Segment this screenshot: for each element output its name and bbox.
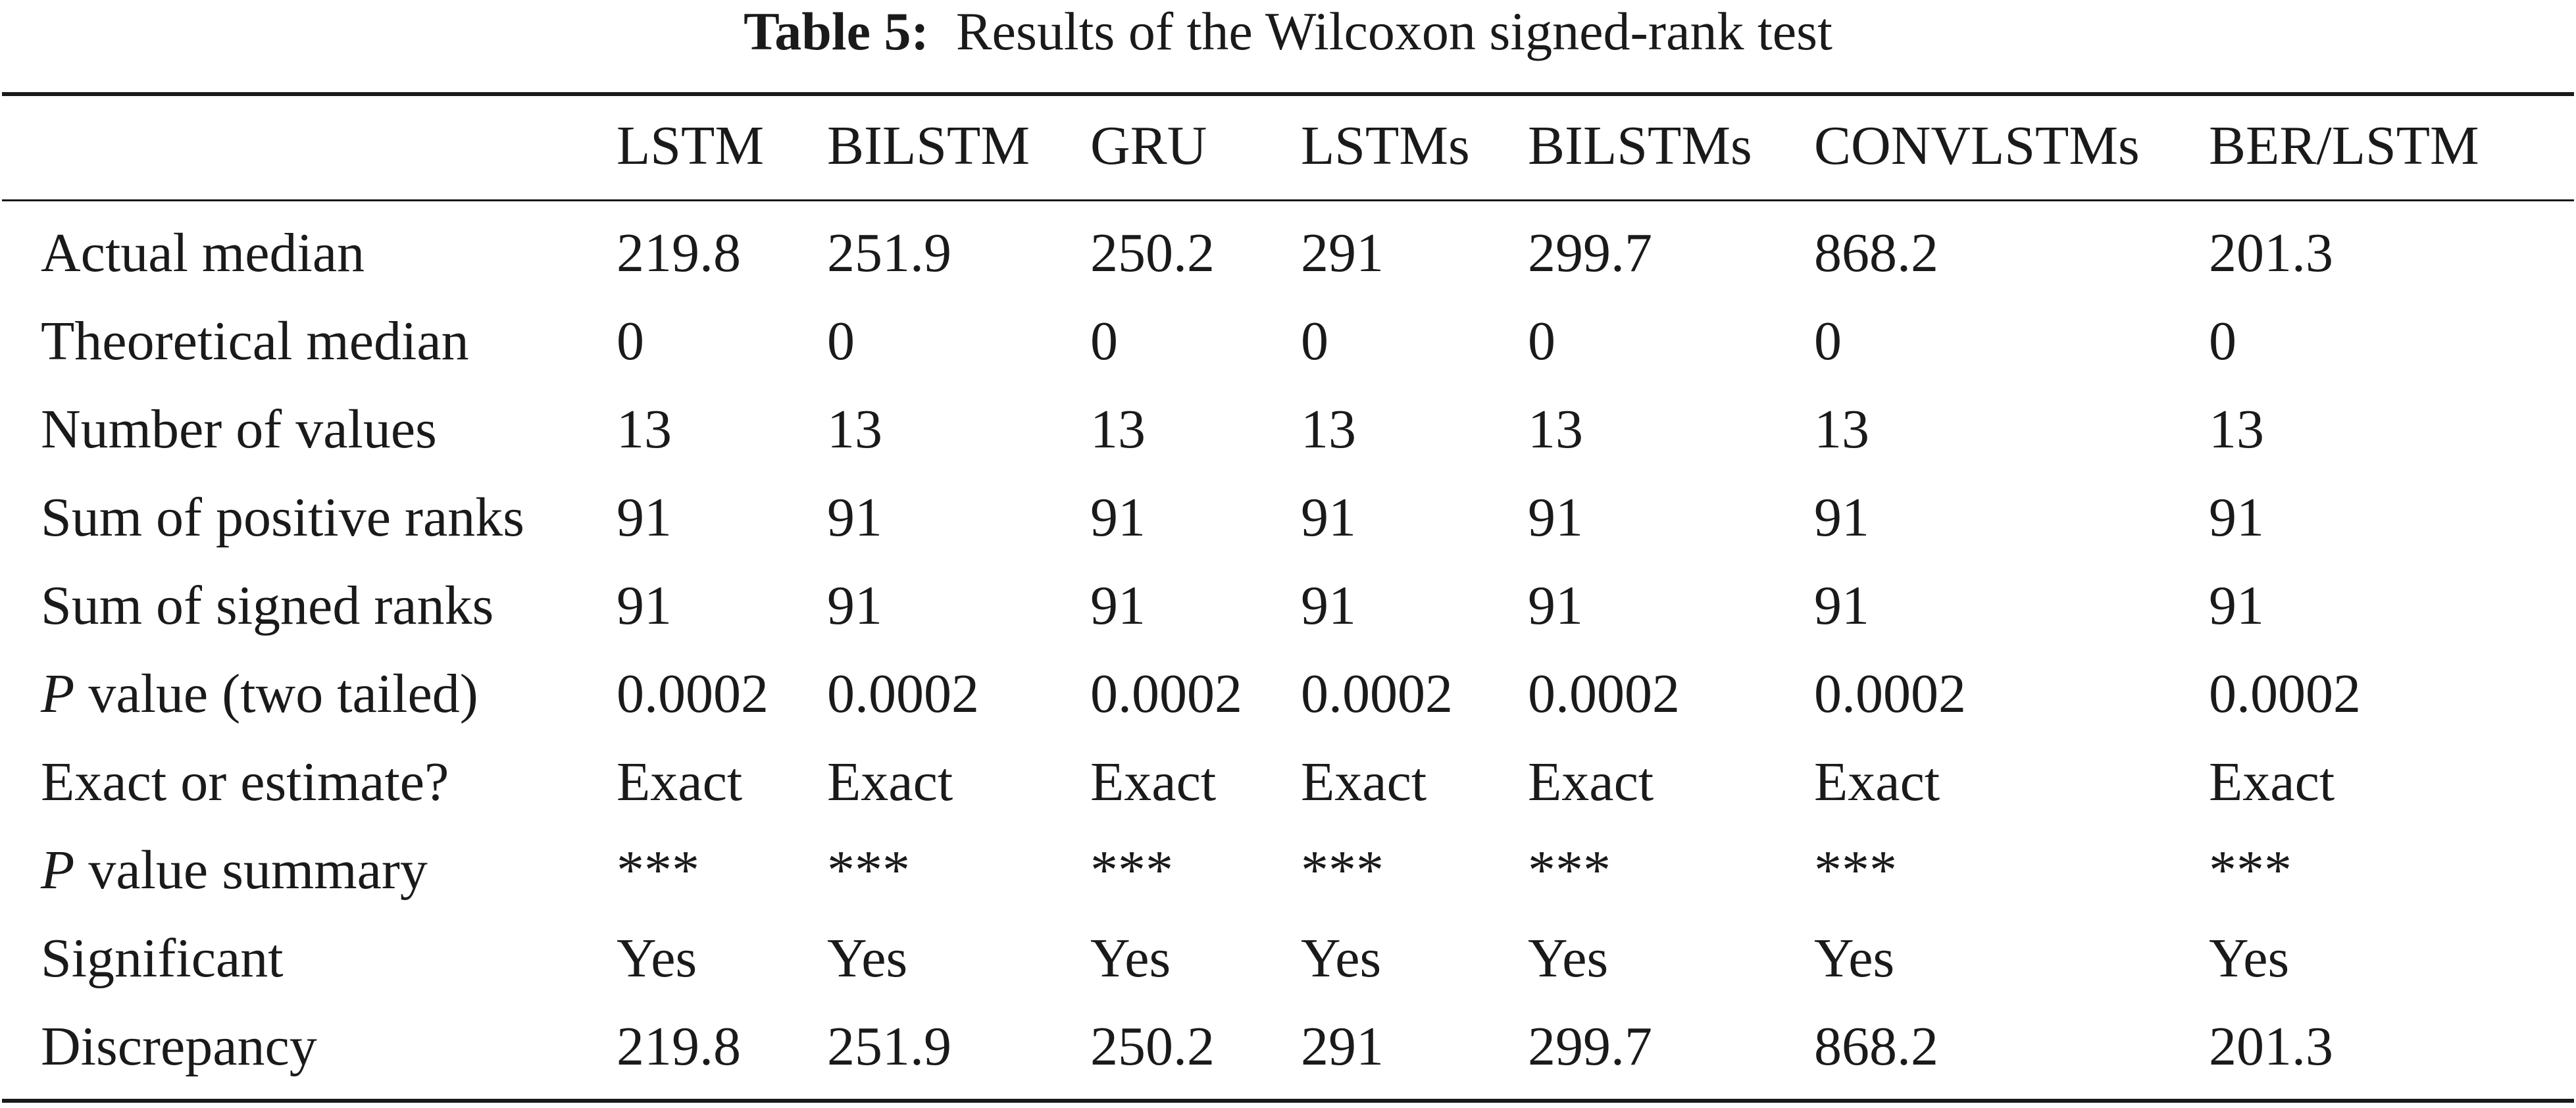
- table-cell: Exact: [827, 751, 953, 813]
- row-label-rest: value summary: [74, 840, 428, 901]
- table-header-rule: [2, 199, 2574, 201]
- table-cell: ***: [1814, 840, 1897, 901]
- table-cell: 13: [1301, 399, 1356, 460]
- table-cell: 0: [1090, 311, 1118, 372]
- table-cell: 0.0002: [1814, 663, 1966, 724]
- table-cell: 91: [1090, 575, 1146, 636]
- column-header: CONVLSTMs: [1814, 115, 2140, 176]
- table-cell: 13: [1528, 399, 1583, 460]
- table-cell: 219.8: [617, 1016, 741, 1077]
- table-cell: 0: [617, 311, 644, 372]
- table-cell: 0: [1814, 311, 1842, 372]
- table-cell: 0: [827, 311, 855, 372]
- table-cell: Yes: [827, 928, 908, 989]
- table-cell: 201.3: [2209, 1016, 2333, 1077]
- column-header: BILSTMs: [1528, 115, 1752, 176]
- table-cell: 91: [1528, 487, 1583, 548]
- table-cell: 299.7: [1528, 1016, 1652, 1077]
- table-cell: 91: [1814, 487, 1869, 548]
- table-cell: 0: [2209, 311, 2236, 372]
- table-cell: 91: [2209, 575, 2264, 636]
- table-cell: 91: [1528, 575, 1583, 636]
- row-label: Actual median: [41, 222, 365, 284]
- table-cell: Yes: [617, 928, 697, 989]
- table-cell: 291: [1301, 1016, 1384, 1077]
- column-header: GRU: [1090, 115, 1207, 176]
- table-caption-text: Results of the Wilcoxon signed-rank test: [955, 1, 1832, 61]
- table-cell: Yes: [2209, 928, 2290, 989]
- column-header: BILSTM: [827, 115, 1030, 176]
- row-label: Sum of signed ranks: [41, 575, 494, 636]
- table-cell: 251.9: [827, 1016, 951, 1077]
- table-cell: 219.8: [617, 222, 741, 284]
- table-cell: Yes: [1814, 928, 1895, 989]
- table-cell: Exact: [1301, 751, 1427, 813]
- table-cell: 0.0002: [1528, 663, 1680, 724]
- table-cell: 0.0002: [617, 663, 769, 724]
- table-cell: Exact: [1528, 751, 1654, 813]
- row-label-italic: P: [41, 840, 75, 901]
- table-cell: 291: [1301, 222, 1384, 284]
- row-label: Significant: [41, 928, 284, 989]
- table-cell: 0: [1301, 311, 1328, 372]
- table-cell: Exact: [617, 751, 743, 813]
- column-header: LSTM: [617, 115, 765, 176]
- table-cell: Yes: [1528, 928, 1609, 989]
- table-cell: ***: [1090, 840, 1173, 901]
- table-cell: 0.0002: [1301, 663, 1453, 724]
- table-cell: 250.2: [1090, 1016, 1215, 1077]
- table-cell: ***: [1301, 840, 1384, 901]
- table-cell: 0: [1528, 311, 1555, 372]
- row-label: Exact or estimate?: [41, 751, 449, 813]
- table-cell: Exact: [1090, 751, 1217, 813]
- row-label: Sum of positive ranks: [41, 487, 524, 548]
- row-label-italic: P: [41, 663, 75, 724]
- table-cell: 0.0002: [827, 663, 979, 724]
- table-cell: 0.0002: [1090, 663, 1242, 724]
- table-cell: ***: [2209, 840, 2292, 901]
- table-cell: 13: [617, 399, 672, 460]
- table-cell: 91: [1301, 487, 1356, 548]
- table-top-rule: [2, 92, 2574, 96]
- table-cell: 868.2: [1814, 222, 1938, 284]
- table-cell: Yes: [1090, 928, 1171, 989]
- table-cell: ***: [617, 840, 699, 901]
- table-cell: 868.2: [1814, 1016, 1938, 1077]
- table-cell: 91: [617, 487, 672, 548]
- table-cell: 13: [1090, 399, 1146, 460]
- row-label: Theoretical median: [41, 311, 469, 372]
- table-cell: 201.3: [2209, 222, 2333, 284]
- table-cell: 13: [1814, 399, 1869, 460]
- row-label: P value summary: [41, 838, 428, 903]
- table-cell: 91: [617, 575, 672, 636]
- row-label: Discrepancy: [41, 1016, 317, 1077]
- table-cell: ***: [1528, 840, 1611, 901]
- table-cell: 91: [1301, 575, 1356, 636]
- table-bottom-rule: [2, 1099, 2574, 1103]
- table-cell: Yes: [1301, 928, 1382, 989]
- table-cell: ***: [827, 840, 910, 901]
- table-cell: 91: [1090, 487, 1146, 548]
- table-cell: 0.0002: [2209, 663, 2361, 724]
- table-cell: 13: [2209, 399, 2264, 460]
- table-cell: 91: [827, 487, 882, 548]
- row-label: P value (two tailed): [41, 661, 478, 727]
- table-cell: 91: [827, 575, 882, 636]
- column-header: LSTMs: [1301, 115, 1470, 176]
- table-cell: 13: [827, 399, 882, 460]
- table-cell: 91: [1814, 575, 1869, 636]
- table-caption: Table 5: Results of the Wilcoxon signed-…: [0, 0, 2576, 66]
- table-cell: 91: [2209, 487, 2264, 548]
- row-label: Number of values: [41, 399, 437, 460]
- table-cell: 250.2: [1090, 222, 1215, 284]
- column-header: BER/LSTM: [2209, 115, 2479, 176]
- table-cell: Exact: [1814, 751, 1940, 813]
- table-caption-label: Table 5:: [744, 1, 929, 61]
- table-cell: Exact: [2209, 751, 2335, 813]
- table-cell: 251.9: [827, 222, 951, 284]
- table-cell: 299.7: [1528, 222, 1652, 284]
- row-label-rest: value (two tailed): [74, 663, 478, 724]
